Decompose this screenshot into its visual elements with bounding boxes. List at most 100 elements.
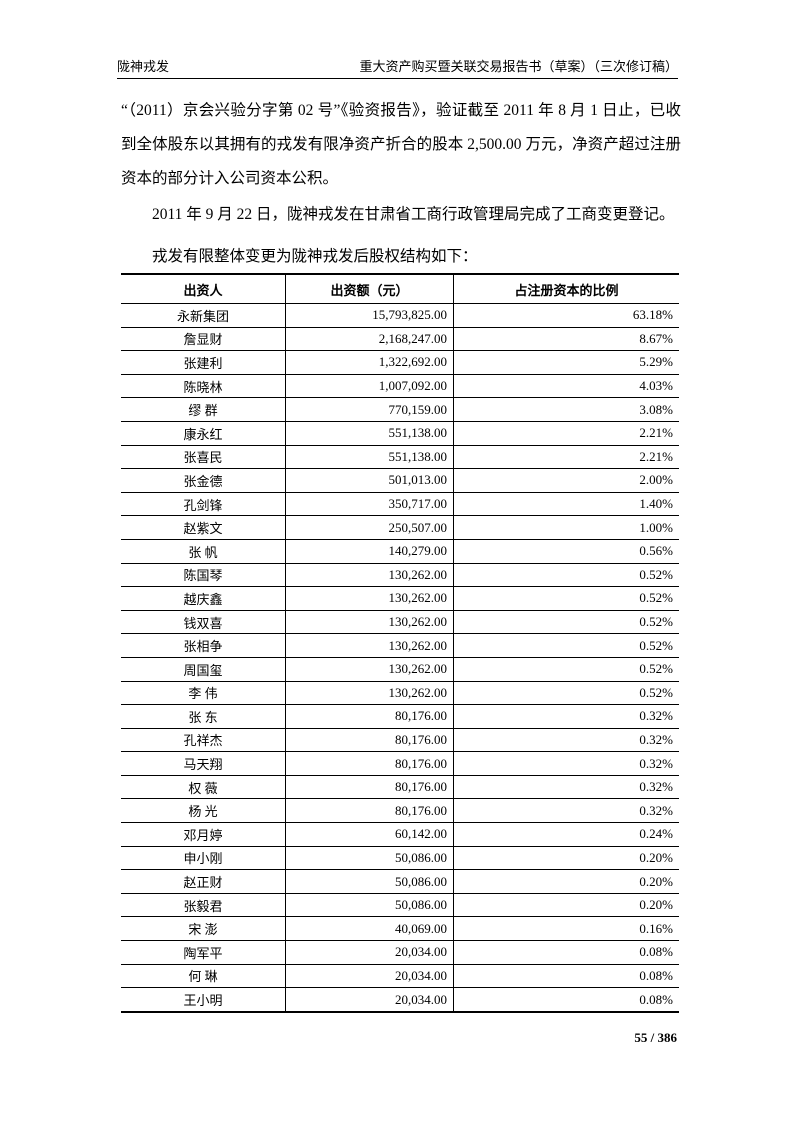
- table-row: 张 东 80,176.00 0.32%: [121, 704, 679, 729]
- capital-amount: 20,034.00: [285, 964, 454, 989]
- capital-ratio: 0.52%: [453, 563, 679, 588]
- investor-name: 张金德: [121, 468, 286, 493]
- table-row: 陶军平 20,034.00 0.08%: [121, 940, 679, 965]
- capital-amount: 501,013.00: [285, 468, 454, 493]
- table-row: 李 伟 130,262.00 0.52%: [121, 681, 679, 706]
- investor-name: 宋 澎: [121, 916, 286, 942]
- page-number: 55 / 386: [634, 1030, 677, 1045]
- column-header-investor: 出资人: [121, 273, 286, 304]
- table-row: 张毅君 50,086.00 0.20%: [121, 893, 679, 918]
- capital-amount: 350,717.00: [285, 492, 454, 517]
- table-row: 宋 澎 40,069.00 0.16%: [121, 916, 679, 942]
- capital-amount: 2,168,247.00: [285, 327, 454, 352]
- capital-ratio: 0.52%: [453, 610, 679, 635]
- capital-ratio: 0.52%: [453, 681, 679, 706]
- capital-amount: 130,262.00: [285, 586, 454, 611]
- investor-name: 张建利: [121, 350, 286, 375]
- investor-name: 赵正财: [121, 869, 286, 894]
- capital-ratio: 0.52%: [453, 633, 679, 658]
- table-row: 陈晓林 1,007,092.00 4.03%: [121, 374, 679, 399]
- capital-ratio: 0.24%: [453, 822, 679, 847]
- capital-amount: 40,069.00: [285, 916, 454, 942]
- table-row: 张相争 130,262.00 0.52%: [121, 633, 679, 658]
- capital-amount: 80,176.00: [285, 775, 454, 800]
- capital-ratio: 3.08%: [453, 397, 679, 422]
- investor-name: 张 东: [121, 704, 286, 729]
- capital-amount: 130,262.00: [285, 610, 454, 635]
- capital-amount: 140,279.00: [285, 539, 454, 564]
- page-header: 陇神戎发 重大资产购买暨关联交易报告书（草案）（三次修订稿）: [117, 56, 678, 79]
- investor-name: 孔剑锋: [121, 492, 286, 517]
- capital-amount: 551,138.00: [285, 421, 454, 446]
- header-company: 陇神戎发: [117, 59, 170, 74]
- investor-name: 陈国琴: [121, 563, 286, 588]
- investor-name: 马天翔: [121, 751, 286, 776]
- capital-amount: 50,086.00: [285, 846, 454, 871]
- table-row: 永新集团 15,793,825.00 63.18%: [121, 303, 679, 328]
- table-row: 钱双喜 130,262.00 0.52%: [121, 610, 679, 635]
- capital-ratio: 0.08%: [453, 987, 679, 1013]
- capital-amount: 20,034.00: [285, 987, 454, 1013]
- investor-name: 何 琳: [121, 964, 286, 989]
- capital-ratio: 0.16%: [453, 916, 679, 942]
- capital-ratio: 0.20%: [453, 869, 679, 894]
- capital-amount: 130,262.00: [285, 681, 454, 706]
- capital-amount: 20,034.00: [285, 940, 454, 965]
- table-row: 缪 群 770,159.00 3.08%: [121, 397, 679, 422]
- table-caption: 戎发有限整体变更为陇神戎发后股权结构如下：: [152, 248, 478, 265]
- capital-ratio: 8.67%: [453, 327, 679, 352]
- capital-ratio: 2.21%: [453, 445, 679, 470]
- capital-ratio: 0.32%: [453, 704, 679, 729]
- table-row: 邓月婷 60,142.00 0.24%: [121, 822, 679, 847]
- table-row: 张建利 1,322,692.00 5.29%: [121, 350, 679, 375]
- investor-name: 李 伟: [121, 681, 286, 706]
- investor-name: 赵紫文: [121, 515, 286, 540]
- capital-ratio: 0.32%: [453, 798, 679, 824]
- column-header-amount: 出资额（元）: [285, 273, 454, 304]
- investor-name: 孔祥杰: [121, 728, 286, 753]
- table-row: 越庆鑫 130,262.00 0.52%: [121, 586, 679, 611]
- capital-amount: 1,007,092.00: [285, 374, 454, 399]
- investor-name: 邓月婷: [121, 822, 286, 847]
- capital-amount: 60,142.00: [285, 822, 454, 847]
- table-row: 张 帆 140,279.00 0.56%: [121, 539, 679, 564]
- capital-amount: 770,159.00: [285, 397, 454, 422]
- investor-name: 张 帆: [121, 539, 286, 564]
- table-row: 杨 光 80,176.00 0.32%: [121, 798, 679, 824]
- capital-amount: 80,176.00: [285, 798, 454, 824]
- investor-name: 权 薇: [121, 775, 286, 800]
- investor-name: 杨 光: [121, 798, 286, 824]
- capital-ratio: 1.00%: [453, 515, 679, 540]
- investor-name: 陶军平: [121, 940, 286, 965]
- investor-name: 越庆鑫: [121, 586, 286, 611]
- capital-ratio: 0.52%: [453, 657, 679, 682]
- capital-ratio: 2.21%: [453, 421, 679, 446]
- shareholder-table: 出资人 出资额（元） 占注册资本的比例 永新集团 15,793,825.00 63.…: [121, 273, 679, 1013]
- investor-name: 张喜民: [121, 445, 286, 470]
- column-header-ratio: 占注册资本的比例: [453, 273, 679, 304]
- table-row: 赵紫文 250,507.00 1.00%: [121, 515, 679, 540]
- capital-ratio: 1.40%: [453, 492, 679, 517]
- investor-name: 张毅君: [121, 893, 286, 918]
- capital-ratio: 0.20%: [453, 846, 679, 871]
- capital-amount: 250,507.00: [285, 515, 454, 540]
- table-row: 张喜民 551,138.00 2.21%: [121, 445, 679, 470]
- capital-ratio: 0.32%: [453, 728, 679, 753]
- table-row: 詹显财 2,168,247.00 8.67%: [121, 327, 679, 352]
- capital-ratio: 0.56%: [453, 539, 679, 564]
- capital-amount: 50,086.00: [285, 893, 454, 918]
- header-title: 重大资产购买暨关联交易报告书（草案）（三次修订稿）: [359, 59, 678, 74]
- capital-amount: 80,176.00: [285, 751, 454, 776]
- table-row: 孔祥杰 80,176.00 0.32%: [121, 728, 679, 753]
- capital-amount: 80,176.00: [285, 728, 454, 753]
- capital-amount: 1,322,692.00: [285, 350, 454, 375]
- capital-amount: 80,176.00: [285, 704, 454, 729]
- investor-name: 詹显财: [121, 327, 286, 352]
- capital-ratio: 0.32%: [453, 775, 679, 800]
- investor-name: 陈晓林: [121, 374, 286, 399]
- table-row: 王小明 20,034.00 0.08%: [121, 987, 679, 1013]
- capital-amount: 15,793,825.00: [285, 303, 454, 328]
- table-row: 康永红 551,138.00 2.21%: [121, 421, 679, 446]
- capital-ratio: 0.08%: [453, 940, 679, 965]
